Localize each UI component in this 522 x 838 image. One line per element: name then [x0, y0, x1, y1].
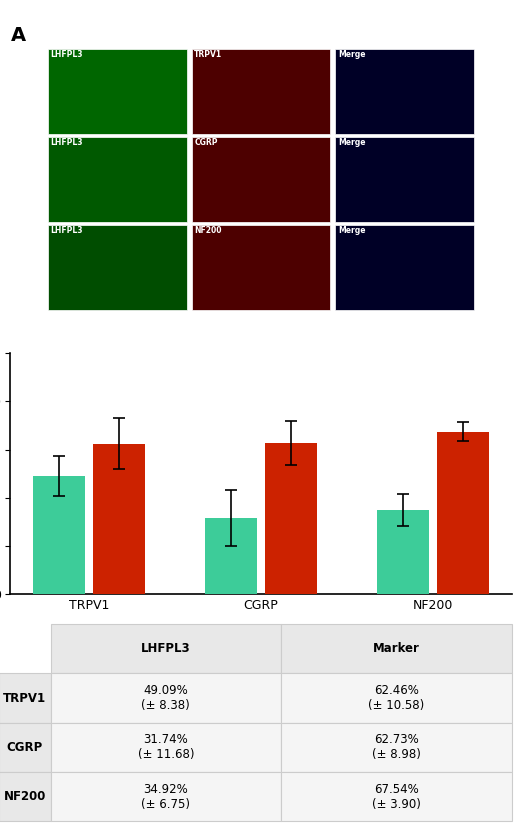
Text: LHFPL3: LHFPL3 — [51, 138, 83, 147]
Text: TRPV1: TRPV1 — [194, 50, 222, 59]
FancyBboxPatch shape — [48, 137, 187, 222]
Bar — [33, 476, 85, 594]
Bar — [377, 510, 429, 594]
Text: LHFPL3: LHFPL3 — [51, 50, 83, 59]
FancyBboxPatch shape — [192, 49, 330, 134]
FancyBboxPatch shape — [335, 225, 474, 310]
FancyBboxPatch shape — [335, 49, 474, 134]
Text: NF200: NF200 — [194, 226, 222, 235]
Text: LHFPL3: LHFPL3 — [51, 226, 83, 235]
FancyBboxPatch shape — [48, 225, 187, 310]
FancyBboxPatch shape — [48, 49, 187, 134]
FancyBboxPatch shape — [192, 137, 330, 222]
FancyBboxPatch shape — [192, 225, 330, 310]
Text: Merge: Merge — [338, 50, 365, 59]
Bar — [205, 518, 257, 594]
Bar — [437, 432, 489, 594]
Text: Merge: Merge — [338, 138, 365, 147]
Bar — [93, 444, 145, 594]
Text: CGRP: CGRP — [194, 138, 218, 147]
Bar — [265, 443, 317, 594]
FancyBboxPatch shape — [335, 137, 474, 222]
Text: A: A — [10, 26, 26, 45]
Text: Merge: Merge — [338, 226, 365, 235]
